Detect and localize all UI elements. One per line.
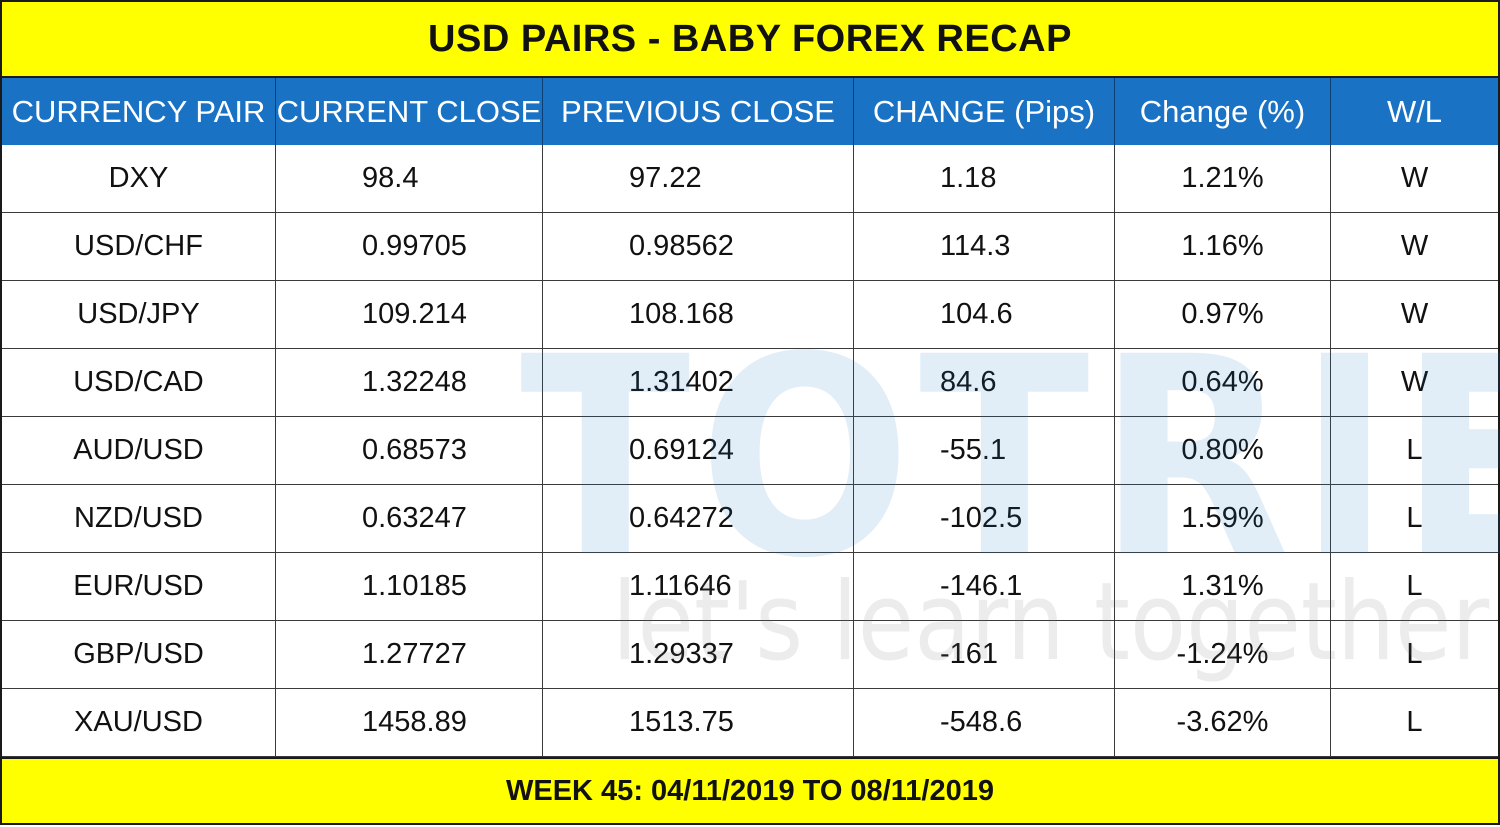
cell-change-pips: -161 — [854, 621, 1115, 688]
table-row: GBP/USD 1.27727 1.29337 -161 -1.24% L — [2, 621, 1498, 689]
cell-current-close: 1.10185 — [276, 553, 543, 620]
cell-currency-pair: EUR/USD — [2, 553, 276, 620]
cell-change-pips: -548.6 — [854, 689, 1115, 756]
cell-currency-pair: USD/JPY — [2, 281, 276, 348]
cell-previous-close: 1513.75 — [543, 689, 854, 756]
cell-previous-close: 1.29337 — [543, 621, 854, 688]
cell-win-loss: W — [1400, 366, 1429, 398]
table-row: XAU/USD 1458.89 1513.75 -548.6 -3.62% L — [2, 689, 1498, 757]
cell-currency-pair: GBP/USD — [2, 621, 276, 688]
cell-win-loss: L — [1406, 638, 1423, 670]
cell-current-close: 0.63247 — [276, 485, 543, 552]
footer-bar: WEEK 45: 04/11/2019 TO 08/11/2019 — [0, 757, 1500, 825]
header-currency-pair: CURRENCY PAIR — [2, 78, 276, 145]
cell-change-pips: 84.6 — [854, 349, 1115, 416]
cell-previous-close: 1.11646 — [543, 553, 854, 620]
table-row: USD/CAD 1.32248 1.31402 84.6 0.64% W — [2, 349, 1498, 417]
cell-current-close: 1458.89 — [276, 689, 543, 756]
cell-change-pips: 104.6 — [854, 281, 1115, 348]
cell-current-close: 1.32248 — [276, 349, 543, 416]
header-change-pips: CHANGE (Pips) — [854, 78, 1115, 145]
cell-currency-pair: XAU/USD — [2, 689, 276, 756]
cell-change-percent: 0.80% — [1115, 417, 1331, 484]
cell-win-loss: L — [1406, 434, 1423, 466]
header-win-loss: W/L — [1386, 93, 1443, 129]
cell-previous-close: 0.98562 — [543, 213, 854, 280]
cell-currency-pair: USD/CHF — [2, 213, 276, 280]
cell-current-close: 109.214 — [276, 281, 543, 348]
cell-change-percent: 1.31% — [1115, 553, 1331, 620]
cell-win-loss: L — [1406, 706, 1423, 738]
cell-win-loss: L — [1406, 502, 1423, 534]
cell-change-pips: 1.18 — [854, 145, 1115, 212]
cell-current-close: 1.27727 — [276, 621, 543, 688]
cell-currency-pair: DXY — [2, 145, 276, 212]
table-header: CURRENCY PAIR CURRENT CLOSE PREVIOUS CLO… — [0, 78, 1500, 145]
title-bar: USD PAIRS - BABY FOREX RECAP — [0, 0, 1500, 78]
week-range: WEEK 45: 04/11/2019 TO 08/11/2019 — [506, 774, 994, 807]
page-title: USD PAIRS - BABY FOREX RECAP — [428, 17, 1072, 60]
cell-change-percent: 1.59% — [1115, 485, 1331, 552]
cell-change-pips: -55.1 — [854, 417, 1115, 484]
cell-previous-close: 0.69124 — [543, 417, 854, 484]
cell-change-pips: -146.1 — [854, 553, 1115, 620]
table-body: DXY 98.4 97.22 1.18 1.21% W USD/CHF 0.99705 0.98… — [0, 145, 1500, 757]
table-row: EUR/USD 1.10185 1.11646 -146.1 1.31% L — [2, 553, 1498, 621]
cell-previous-close: 108.168 — [543, 281, 854, 348]
cell-win-loss: W — [1400, 298, 1429, 330]
cell-change-percent: 0.97% — [1115, 281, 1331, 348]
header-previous-close: PREVIOUS CLOSE — [543, 78, 854, 145]
cell-change-percent: 1.16% — [1115, 213, 1331, 280]
cell-win-loss: W — [1400, 162, 1429, 194]
cell-previous-close: 97.22 — [543, 145, 854, 212]
cell-currency-pair: USD/CAD — [2, 349, 276, 416]
cell-current-close: 98.4 — [276, 145, 543, 212]
cell-currency-pair: AUD/USD — [2, 417, 276, 484]
cell-current-close: 0.68573 — [276, 417, 543, 484]
header-current-close: CURRENT CLOSE — [276, 78, 543, 145]
cell-change-percent: 0.64% — [1115, 349, 1331, 416]
cell-change-percent: 1.21% — [1115, 145, 1331, 212]
cell-previous-close: 1.31402 — [543, 349, 854, 416]
table-row: NZD/USD 0.63247 0.64272 -102.5 1.59% L — [2, 485, 1498, 553]
cell-current-close: 0.99705 — [276, 213, 543, 280]
cell-previous-close: 0.64272 — [543, 485, 854, 552]
cell-change-pips: -102.5 — [854, 485, 1115, 552]
cell-win-loss: W — [1400, 230, 1429, 262]
table-row: AUD/USD 0.68573 0.69124 -55.1 0.80% L — [2, 417, 1498, 485]
table-row: DXY 98.4 97.22 1.18 1.21% W — [2, 145, 1498, 213]
table-row: USD/CHF 0.99705 0.98562 114.3 1.16% W — [2, 213, 1498, 281]
cell-change-pips: 114.3 — [854, 213, 1115, 280]
cell-change-percent: -1.24% — [1115, 621, 1331, 688]
table-row: USD/JPY 109.214 108.168 104.6 0.97% W — [2, 281, 1498, 349]
header-change-percent: Change (%) — [1115, 78, 1331, 145]
cell-change-percent: -3.62% — [1115, 689, 1331, 756]
cell-win-loss: L — [1406, 570, 1423, 602]
cell-currency-pair: NZD/USD — [2, 485, 276, 552]
